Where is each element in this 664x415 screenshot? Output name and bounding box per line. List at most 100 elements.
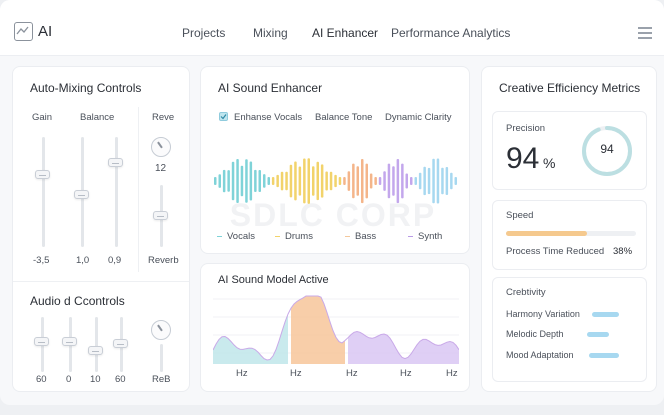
waveform-bar <box>450 172 453 190</box>
melodic-depth-label: Melodic Depth <box>506 329 564 339</box>
x-label-3: Hz <box>346 368 358 379</box>
waveform-bar <box>254 169 257 192</box>
mood-adaptation-label: Mood Adaptation <box>506 350 574 360</box>
reverb-label: Reve <box>152 112 175 123</box>
waveform-bar <box>280 171 284 191</box>
balance2-value: 0,9 <box>108 255 122 266</box>
waveform-bar <box>236 159 239 203</box>
speed-bar <box>506 231 636 236</box>
waveform-bar <box>414 177 417 185</box>
waveform-bar <box>383 171 386 191</box>
nav-ai-enhancer[interactable]: AI Enhancer <box>312 26 379 40</box>
balance-slider-handle[interactable] <box>74 190 89 199</box>
waveform-bar <box>289 164 293 198</box>
reverb-bottom-label: Reverb <box>148 255 179 266</box>
waveform-bar <box>316 161 319 201</box>
waveform-bar <box>334 174 337 188</box>
area-segment-2 <box>291 296 345 364</box>
ring-progress <box>582 126 632 176</box>
balance-tone-option[interactable]: Balance Tone <box>315 112 373 123</box>
auto-mixing-card: Auto-Mixing Controls Gain Balance Reve 1… <box>12 66 190 392</box>
spectrum-area-chart <box>213 295 459 364</box>
nav-projects[interactable]: Projects <box>182 26 226 40</box>
enhance-vocals-checkbox[interactable] <box>219 112 228 121</box>
waveform-bar <box>267 177 270 185</box>
nav-performance-analytics[interactable]: Performance Analytics <box>391 26 511 40</box>
logo-text: AI <box>38 23 53 40</box>
waveform-bar <box>263 174 266 188</box>
waveform-bar <box>392 166 395 196</box>
reb-knob-label: ReB <box>152 374 171 385</box>
waveform-bar <box>432 158 435 204</box>
precision-unit: % <box>543 155 556 171</box>
waveform-bar <box>365 163 368 199</box>
audio-slider-handle-2[interactable] <box>62 337 77 346</box>
audio-value-4: 60 <box>115 374 126 385</box>
waveform-bar <box>356 166 359 196</box>
audio-value-3: 10 <box>90 374 101 385</box>
waveform-bar <box>401 163 404 199</box>
reverb-knob[interactable] <box>151 137 171 157</box>
waveform-bar <box>387 163 391 199</box>
waveform-bar <box>271 177 275 185</box>
balance-value: 1,0 <box>76 255 90 266</box>
waveform-bar <box>325 171 328 191</box>
process-time-label: Process Time Reduced <box>506 246 605 257</box>
waveform-bar <box>329 171 333 191</box>
balance-label: Balance <box>80 112 115 123</box>
waveform-bar <box>214 177 217 185</box>
legend-synth-label: Synth <box>418 231 443 242</box>
legend-drums-label: Drums <box>285 231 313 242</box>
precision-value: 94 <box>506 142 540 175</box>
app-window: AI Projects Mixing AI Enhancer Performan… <box>0 0 664 405</box>
waveform-bar <box>343 177 346 185</box>
audio-slider-handle-3[interactable] <box>88 346 103 355</box>
legend-bass-label: Bass <box>355 231 377 242</box>
speed-card: Speed Process Time Reduced 38% <box>492 200 647 270</box>
area-segment-3 <box>348 331 459 364</box>
legend-vocals-label: Vocals <box>227 231 255 242</box>
harmony-variation-bar <box>592 312 624 317</box>
harmony-variation-label: Harmony Variation <box>506 309 580 319</box>
metrics-title: Creative Efficiency Metrics <box>499 81 641 95</box>
process-time-value: 38% <box>613 246 633 257</box>
menu-icon[interactable] <box>638 27 652 39</box>
waveform-bar <box>338 177 342 185</box>
legend-synth: Synth <box>408 231 442 242</box>
mood-adaptation-fill <box>589 353 620 358</box>
dynamic-clarity-option[interactable]: Dynamic Clarity <box>385 112 452 123</box>
legend-bass: Bass <box>345 231 376 242</box>
sound-enhancer-title: AI Sound Enhancer <box>218 81 323 95</box>
audio-value-1: 60 <box>36 374 47 385</box>
audio-controls-title: Audio d Ccontrols <box>30 294 125 308</box>
area-segment-1 <box>213 314 288 364</box>
sound-model-card: AI Sound Model Active Hz Hz Hz Hz Hz <box>200 263 470 392</box>
waveform-bar <box>347 171 351 191</box>
legend-vocals: Vocals <box>217 231 255 242</box>
logo[interactable]: AI <box>14 22 52 41</box>
balance2-slider-handle[interactable] <box>108 158 123 167</box>
waveform-bar <box>369 173 373 189</box>
audio-slider-handle-1[interactable] <box>34 337 49 346</box>
gain-slider-handle[interactable] <box>35 170 50 179</box>
waveform-bar <box>396 159 400 204</box>
x-label-1: Hz <box>236 368 248 379</box>
auto-mixing-title: Auto-Mixing Controls <box>30 81 142 95</box>
waveform-bar <box>276 174 279 188</box>
waveform-bar <box>285 171 288 191</box>
waveform-bar <box>258 170 261 192</box>
waveform-bar <box>378 177 382 185</box>
creativity-label: Crebtivity <box>506 287 546 298</box>
reverb-knob-value: 12 <box>155 163 167 174</box>
reb-slider-track <box>160 344 163 372</box>
waveform-bar <box>352 163 355 199</box>
balance2-slider-track <box>115 137 118 247</box>
reverb-slider-handle[interactable] <box>153 211 168 220</box>
audio-slider-handle-4[interactable] <box>113 339 128 348</box>
nav-mixing[interactable]: Mixing <box>253 26 288 40</box>
section-divider <box>13 281 189 282</box>
enhance-vocals-option[interactable]: Enhanse Vocals <box>234 112 303 123</box>
reb-knob[interactable] <box>151 320 171 340</box>
metrics-card: Creative Efficiency Metrics Precision 94… <box>481 66 657 392</box>
melodic-depth-bar <box>587 332 619 337</box>
